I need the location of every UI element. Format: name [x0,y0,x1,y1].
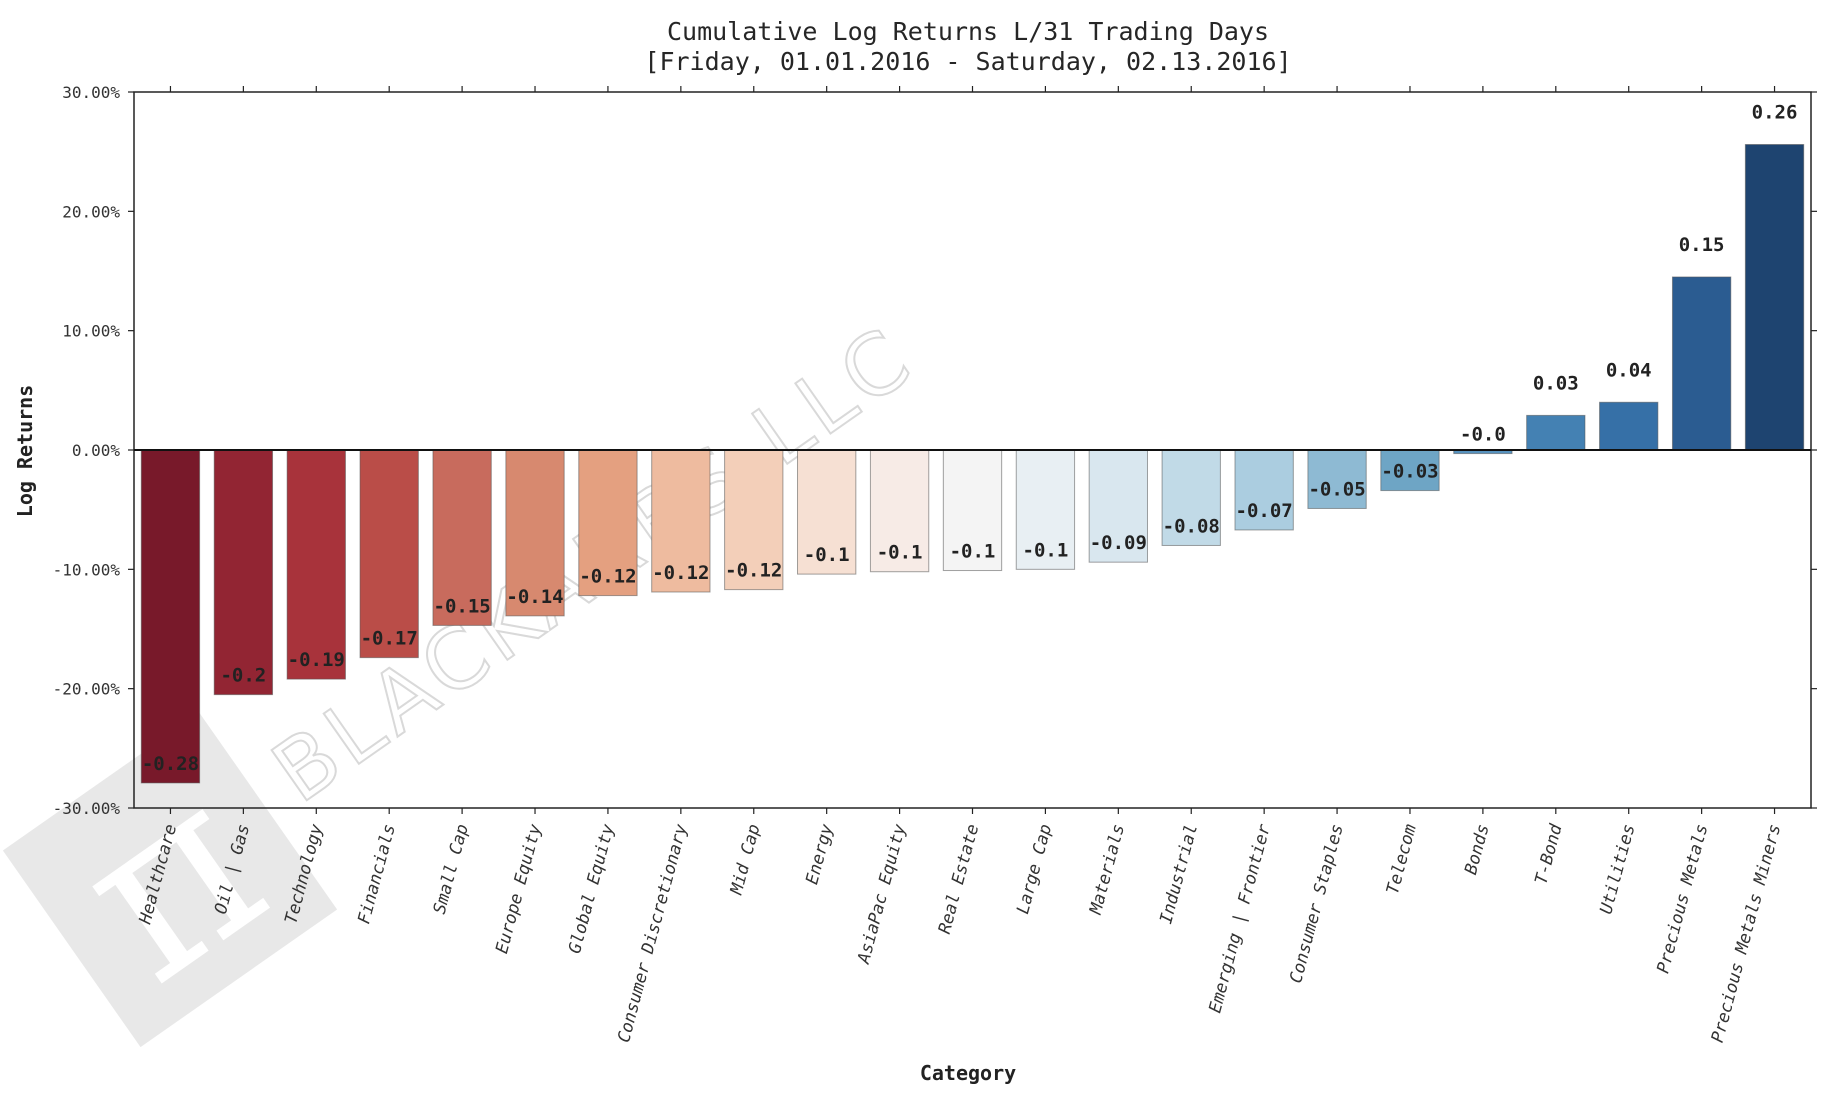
category-label: Materials [1086,822,1129,917]
y-tick-label: 10.00% [62,322,120,341]
category-label: Industrial [1156,822,1202,926]
bar [1380,449,1440,492]
category-label: Energy [802,821,837,886]
y-axis-title: Log Returns [13,385,37,517]
data-label: -0.1 [1023,539,1069,561]
data-label: -0.19 [288,649,345,671]
bar [1526,414,1586,451]
category-label: Small Cap [430,822,473,916]
bar [651,449,711,593]
bar [1307,449,1367,509]
bar [505,449,565,617]
data-label: -0.12 [652,562,709,584]
y-tick-label: -20.00% [53,680,121,699]
data-labels-layer: -0.28-0.2-0.19-0.17-0.15 -0.14-0.12 -0.12-… [142,102,1798,775]
bar [1599,401,1659,451]
category-label: Global Equity [565,821,619,955]
bar [359,449,419,659]
bar [1234,449,1294,531]
data-label: -0.28 [142,753,199,775]
category-label: Precious Metals [1653,822,1712,975]
data-label: -0.2 [220,665,266,687]
data-label: 0.03 [1533,372,1579,394]
data-label: -0.1 [950,541,996,563]
y-tick-label: 0.00% [72,441,121,460]
data-label: -0.17 [361,628,418,650]
bar [724,449,784,591]
watermark: π BLACKARBS LLC [2,306,932,1048]
data-label: -0.0 [1460,424,1506,446]
data-label: -0.03 [1381,461,1438,483]
category-label: Telecom [1383,822,1421,896]
y-tick-label: 20.00% [62,202,120,221]
category-label: Utilities [1596,822,1639,916]
bar [578,449,638,597]
data-label: -0.14 [506,586,563,608]
bar [942,449,1003,572]
data-label: 0.15 [1679,234,1725,256]
bar [1744,144,1805,451]
category-label: T-Bond [1531,821,1566,886]
category-label: Large Cap [1013,822,1056,916]
data-label: -0.05 [1308,478,1365,500]
category-label: Emerging | Frontier [1205,821,1275,1015]
data-label: -0.12 [725,560,782,582]
chart-subtitle: [Friday, 01.01.2016 - Saturday, 02.13.20… [644,47,1291,76]
data-label: -0.12 [579,566,636,588]
bar [286,449,346,680]
data-label: 0.26 [1752,102,1798,124]
chart-title: Cumulative Log Returns L/31 Trading Days [667,17,1269,46]
bars-layer [140,144,1805,784]
bar [1015,449,1076,570]
category-label: Financials [354,822,400,926]
data-label: -0.07 [1236,500,1293,522]
category-label: Bonds [1461,822,1494,877]
category-label: Real Estate [935,822,983,936]
data-label: -0.1 [804,544,850,566]
data-label: 0.04 [1606,359,1652,381]
y-tick-label: -30.00% [53,799,121,818]
x-axis-title: Category [920,1061,1016,1085]
category-label: AsiaPac Equity [854,821,911,966]
category-label: Consumer Discretionary [614,821,692,1044]
data-label: -0.1 [877,542,923,564]
bar [213,449,274,696]
category-label: Precious Metals Miners [1708,822,1786,1045]
data-label: -0.08 [1163,515,1220,537]
data-label: -0.15 [434,595,491,617]
bar [1161,449,1221,546]
category-label: Mid Cap [726,822,764,897]
data-label: -0.09 [1090,532,1147,554]
category-label: Europe Equity [492,821,546,955]
bar [1088,449,1148,563]
bar [869,449,930,573]
y-tick-label: -10.00% [53,560,121,579]
bar [1671,276,1732,451]
bar [140,449,201,784]
category-label: Consumer Staples [1286,822,1348,985]
y-tick-label: 30.00% [62,83,120,102]
